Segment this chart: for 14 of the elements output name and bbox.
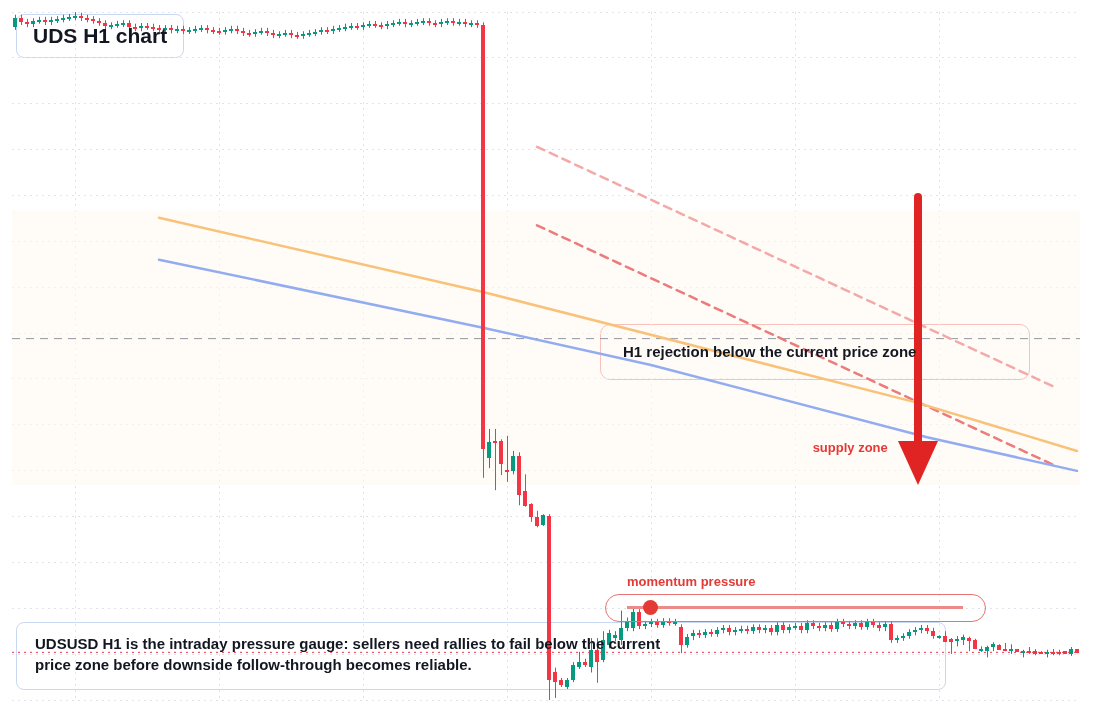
candlestick <box>493 428 497 491</box>
candlestick <box>571 661 575 683</box>
candlestick <box>505 435 509 483</box>
candlestick <box>523 473 527 508</box>
candlestick <box>487 428 491 469</box>
annotation: momentum pressure <box>627 574 756 589</box>
candlestick <box>631 606 635 632</box>
candlestick <box>529 502 533 523</box>
candlestick <box>553 667 557 699</box>
band-label: supply zone <box>812 439 888 455</box>
candlestick <box>637 608 641 630</box>
candlestick <box>499 438 503 476</box>
candlestick <box>889 620 893 644</box>
candlestick <box>511 450 515 475</box>
